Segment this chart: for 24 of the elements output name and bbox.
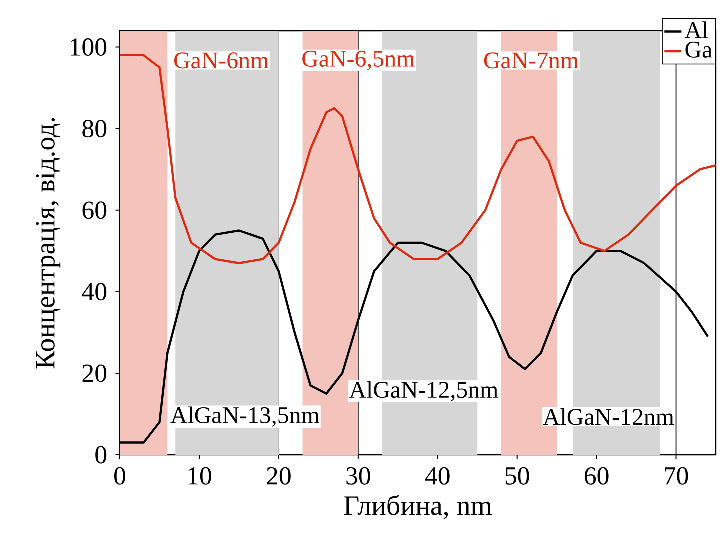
x-tick-label: 40 bbox=[425, 467, 450, 485]
x-tick-label: 60 bbox=[584, 467, 609, 485]
annotation: AlGaN-12,5nm bbox=[349, 381, 498, 402]
y-tick-label: 0 bbox=[96, 446, 107, 464]
y-tick-label: 60 bbox=[82, 202, 107, 220]
y-tick-label: 80 bbox=[82, 120, 107, 138]
legend-label: Al bbox=[684, 22, 708, 38]
x-axis-title: Глибина, nm bbox=[344, 495, 492, 520]
y-tick-label: 40 bbox=[82, 283, 107, 301]
y-tick-label: 20 bbox=[82, 364, 107, 382]
x-tick-label: 30 bbox=[346, 467, 370, 485]
x-tick-label: 50 bbox=[506, 467, 530, 485]
x-tick-label: 20 bbox=[267, 467, 291, 485]
legend-label: Ga bbox=[686, 42, 712, 58]
x-tick-label: 70 bbox=[665, 467, 688, 485]
annotation: AlGaN-12nm bbox=[543, 408, 674, 426]
annotation: GaN-6nm bbox=[174, 52, 269, 69]
x-tick-label: 0 bbox=[114, 467, 126, 485]
x-tick-label: 10 bbox=[188, 467, 212, 485]
annotation: AlGaN-13,5nm bbox=[170, 406, 320, 427]
y-tick-label: 100 bbox=[71, 38, 107, 56]
y-axis-title: Концентрація, від.од. bbox=[36, 118, 61, 369]
annotation: GaN-6,5nm bbox=[302, 50, 415, 70]
annotation: GaN-7nm bbox=[484, 52, 579, 69]
